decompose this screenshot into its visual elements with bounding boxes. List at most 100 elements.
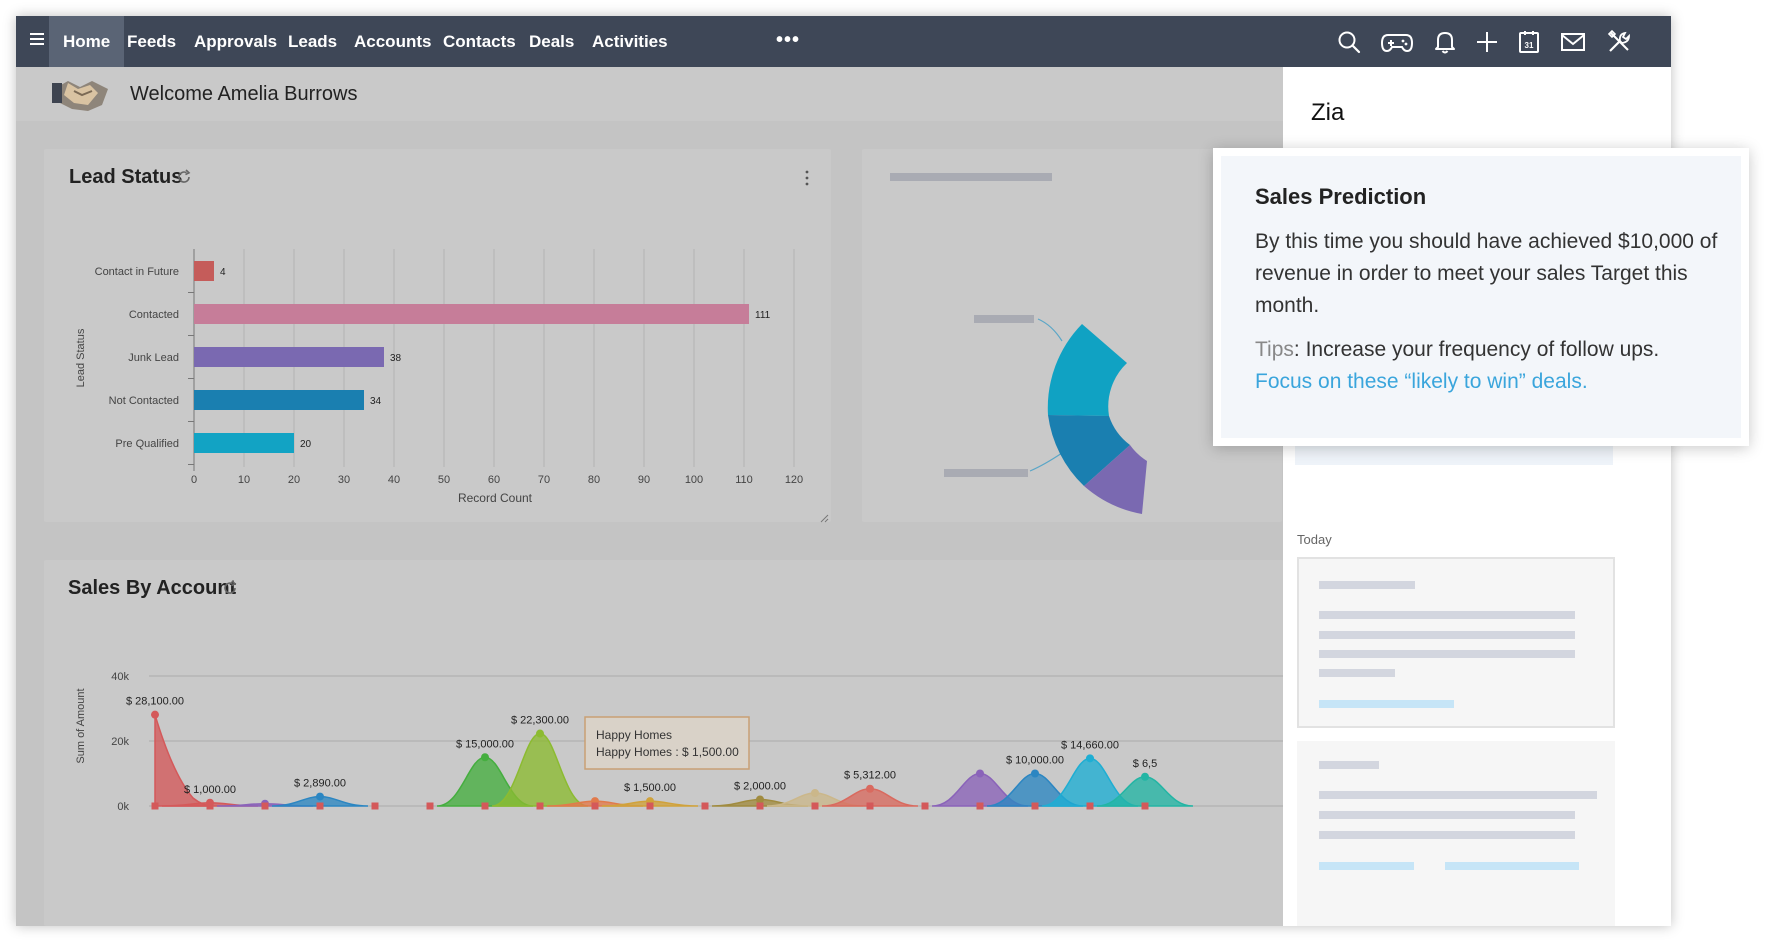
lead-y-axis-label: Lead Status bbox=[75, 328, 87, 387]
plus-icon[interactable] bbox=[1474, 29, 1500, 55]
calendar-day-label: 31 bbox=[1525, 41, 1534, 50]
legend-placeholder bbox=[974, 315, 1034, 323]
data-point-marker bbox=[151, 710, 159, 719]
sales-by-account-title: Sales By Account bbox=[68, 577, 237, 599]
zia-activity-card[interactable] bbox=[1297, 557, 1615, 728]
data-point-marker bbox=[976, 769, 984, 778]
tab-contacts[interactable]: Contacts bbox=[443, 32, 516, 51]
tab-activities[interactable]: Activities bbox=[592, 32, 668, 51]
popup-tips: Tips: Increase your frequency of follow … bbox=[1255, 334, 1725, 398]
data-point-marker bbox=[756, 795, 764, 804]
baseline-marker bbox=[536, 802, 544, 810]
donut-chart-card bbox=[862, 149, 1282, 522]
baseline-marker bbox=[591, 802, 599, 810]
tips-label: Tips bbox=[1255, 338, 1294, 361]
tools-icon[interactable] bbox=[1606, 29, 1632, 55]
lead-status-bar bbox=[194, 347, 384, 367]
hamburger-menu-icon[interactable] bbox=[30, 33, 44, 46]
baseline-marker bbox=[646, 802, 654, 810]
tab-accounts[interactable]: Accounts bbox=[354, 32, 432, 51]
tab-feeds[interactable]: Feeds bbox=[127, 32, 177, 51]
data-point-marker bbox=[1141, 772, 1149, 781]
x-tick-label: 50 bbox=[438, 474, 450, 486]
data-point-marker bbox=[1031, 769, 1039, 778]
y-tick-label: 0k bbox=[117, 801, 129, 813]
text-placeholder bbox=[1319, 669, 1395, 677]
popup-body: By this time you should have achieved $1… bbox=[1255, 230, 1718, 317]
baseline-marker bbox=[1086, 802, 1094, 810]
tab-home[interactable]: Home bbox=[49, 16, 125, 67]
calendar-icon[interactable]: 31 bbox=[1516, 29, 1542, 55]
likely-to-win-deals-link[interactable]: Focus on these “likely to win” deals. bbox=[1255, 370, 1588, 393]
zia-activity-card[interactable] bbox=[1297, 741, 1615, 926]
text-placeholder bbox=[1319, 650, 1575, 658]
baseline-marker bbox=[866, 802, 874, 810]
data-value-label: $ 2,000.00 bbox=[734, 781, 786, 793]
data-point-marker bbox=[481, 753, 489, 762]
tab-deals[interactable]: Deals bbox=[529, 32, 575, 51]
lead-status-bar bbox=[194, 390, 364, 410]
lead-status-title: Lead Status bbox=[69, 166, 183, 188]
category-label: Pre Qualified bbox=[115, 438, 179, 450]
data-value-label: $ 28,100.00 bbox=[126, 696, 184, 708]
chart-tooltip: Happy Homes Happy Homes : $ 1,500.00 bbox=[584, 716, 750, 770]
refresh-icon[interactable] bbox=[176, 169, 192, 185]
link-placeholder bbox=[1445, 862, 1579, 870]
more-options-icon[interactable] bbox=[804, 169, 810, 187]
mail-icon[interactable] bbox=[1559, 29, 1587, 55]
baseline-marker bbox=[151, 802, 159, 810]
search-icon[interactable] bbox=[1336, 29, 1362, 55]
baseline-marker bbox=[206, 802, 214, 810]
x-tick-label: 40 bbox=[388, 474, 400, 486]
baseline-marker bbox=[426, 802, 434, 810]
x-tick-label: 110 bbox=[735, 474, 753, 486]
y-tick-label: 20k bbox=[111, 736, 129, 748]
data-point-marker bbox=[811, 789, 819, 797]
text-placeholder bbox=[1319, 581, 1415, 589]
baseline-marker bbox=[316, 802, 324, 810]
data-value-label: $ 22,300.00 bbox=[511, 715, 569, 727]
lead-status-bar bbox=[194, 433, 294, 453]
tab-approvals[interactable]: Approvals bbox=[194, 32, 278, 51]
sales-y-axis-label: Sum of Amount bbox=[75, 688, 87, 763]
baseline-marker bbox=[481, 802, 489, 810]
popup-title: Sales Prediction bbox=[1255, 184, 1427, 209]
donut-slice bbox=[1084, 445, 1147, 514]
baseline-marker bbox=[756, 802, 764, 810]
data-point-marker bbox=[536, 729, 544, 738]
tooltip-body: Happy Homes : $ 1,500.00 bbox=[596, 745, 739, 759]
text-placeholder bbox=[1319, 611, 1575, 619]
lead-status-bar bbox=[194, 304, 749, 324]
welcome-message: Welcome Amelia Burrows bbox=[130, 83, 358, 105]
bar-value-label: 111 bbox=[755, 310, 771, 321]
bar-value-label: 34 bbox=[370, 396, 382, 407]
x-tick-label: 60 bbox=[488, 474, 500, 486]
text-placeholder bbox=[1319, 791, 1597, 799]
donut-slice bbox=[1047, 324, 1127, 416]
data-value-label: $ 1,000.00 bbox=[184, 784, 236, 796]
refresh-icon[interactable] bbox=[222, 580, 238, 596]
legend-placeholder bbox=[944, 469, 1028, 477]
x-tick-label: 70 bbox=[538, 474, 550, 486]
tab-leads[interactable]: Leads bbox=[288, 32, 338, 51]
baseline-marker bbox=[1141, 802, 1149, 810]
lead-x-axis-label: Record Count bbox=[458, 491, 533, 505]
x-tick-label: 120 bbox=[785, 474, 803, 486]
bell-icon[interactable] bbox=[1432, 29, 1458, 55]
more-tabs-button[interactable]: ••• bbox=[776, 29, 801, 51]
baseline-marker bbox=[811, 802, 819, 810]
sales-prediction-popup: Sales Prediction By this time you should… bbox=[1213, 148, 1749, 446]
lead-status-bar bbox=[194, 261, 214, 281]
text-placeholder bbox=[1319, 831, 1575, 839]
baseline-marker bbox=[1031, 802, 1039, 810]
resize-handle-icon[interactable] bbox=[819, 510, 829, 523]
data-value-label: $ 6,5 bbox=[1133, 758, 1157, 770]
text-placeholder bbox=[1319, 631, 1575, 639]
category-label: Contacted bbox=[129, 309, 179, 321]
card-title-placeholder bbox=[890, 173, 1052, 181]
data-value-label: $ 14,660.00 bbox=[1061, 739, 1119, 751]
tooltip-title: Happy Homes bbox=[596, 728, 672, 742]
bar-value-label: 4 bbox=[220, 267, 226, 278]
gamepad-icon[interactable] bbox=[1380, 29, 1414, 55]
sales-area-chart: 40k 20k 0k $ 28,100.00 $ 1,000.00 $ 2,890.00… bbox=[75, 671, 1284, 813]
